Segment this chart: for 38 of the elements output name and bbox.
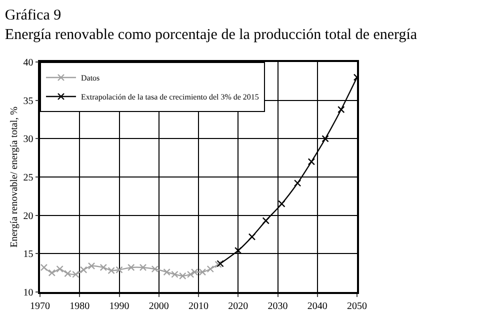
x-tick-label: 2010 [188,300,208,312]
point [151,265,159,273]
chart-title: Gráfica 9 [4,7,62,24]
y-tick-label: 20 [23,210,34,222]
x-tick-label: 2050 [347,300,367,312]
point [338,106,345,114]
point [40,264,48,272]
point [139,264,147,272]
point [88,262,96,270]
point [56,265,64,273]
y-tick-label: 10 [23,288,34,298]
point [248,233,256,240]
x-tick-label: 2030 [268,300,288,312]
x-tick-label: 1970 [30,300,50,312]
y-tick-label: 25 [23,172,34,184]
point [322,135,329,142]
y-tick-label: 15 [23,249,34,260]
y-tick-label: 40 [23,58,34,68]
x-tick-label: 2000 [148,300,169,312]
x-tick-label: 1980 [70,300,90,312]
legend-label: Extrapolación de la tasa de crecimiento del 3% de 2015 [81,92,259,102]
y-tick-label: 35 [23,96,34,107]
point [294,180,302,187]
x-tick-label: 1990 [109,300,130,312]
y-axis-title: Energía renovable/ energía total, % [8,106,20,248]
point [80,266,88,274]
point [206,265,214,273]
point [128,264,135,272]
point [100,264,107,272]
y-tick-label: 30 [23,134,34,146]
legend-label: Datos [81,74,100,83]
chart-subtitle: Energía renovable como porcentaje de la producción total de energía [4,26,418,43]
point [262,217,270,224]
x-tick-label: 2020 [228,300,248,312]
point [308,158,316,166]
x-tick-label: 2040 [307,300,328,312]
point [48,269,56,276]
point [278,200,286,208]
